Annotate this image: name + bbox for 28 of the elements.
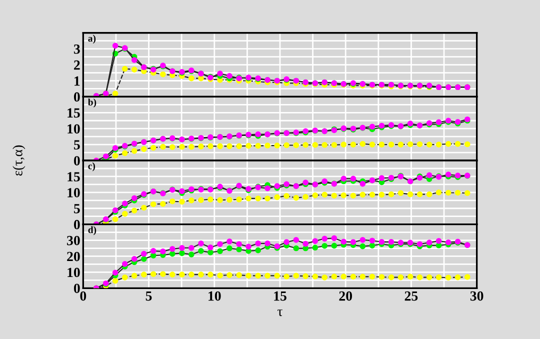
- x-tick-label: 5: [146, 291, 152, 301]
- x-tick-label: 10: [208, 291, 221, 301]
- x-tick-label: 30: [470, 291, 484, 301]
- y-tick-label: 0: [74, 156, 80, 166]
- annotation: b): [88, 98, 96, 108]
- x-tick-label: 15: [274, 291, 286, 301]
- y-tick-label: 3: [74, 44, 80, 54]
- y-tick-label: 1: [74, 76, 80, 86]
- x-axis-title: τ: [278, 310, 282, 316]
- y-tick-label: 0: [74, 92, 80, 102]
- y-tick-label: 0: [74, 284, 80, 294]
- y-tick-label: 0: [74, 220, 80, 230]
- y-tick-label: 10: [68, 124, 80, 134]
- y-axis-title: ε(τ,α): [12, 145, 26, 176]
- annotation: a): [88, 34, 96, 44]
- y-tick-label: 15: [68, 108, 80, 118]
- y-tick-label: 10: [68, 268, 80, 278]
- y-tick-label: 15: [68, 172, 80, 182]
- y-tick-label: 5: [74, 204, 80, 214]
- x-tick-label: 20: [339, 291, 352, 301]
- y-tick-label: 2: [74, 60, 80, 70]
- y-tick-label: 30: [67, 236, 80, 246]
- y-tick-label: 20: [67, 252, 80, 262]
- y-tick-label: 5: [74, 140, 80, 150]
- y-tick-label: 10: [68, 188, 80, 198]
- x-tick-label: 25: [404, 291, 418, 301]
- annotation: c): [88, 162, 96, 172]
- annotation: d): [88, 226, 96, 236]
